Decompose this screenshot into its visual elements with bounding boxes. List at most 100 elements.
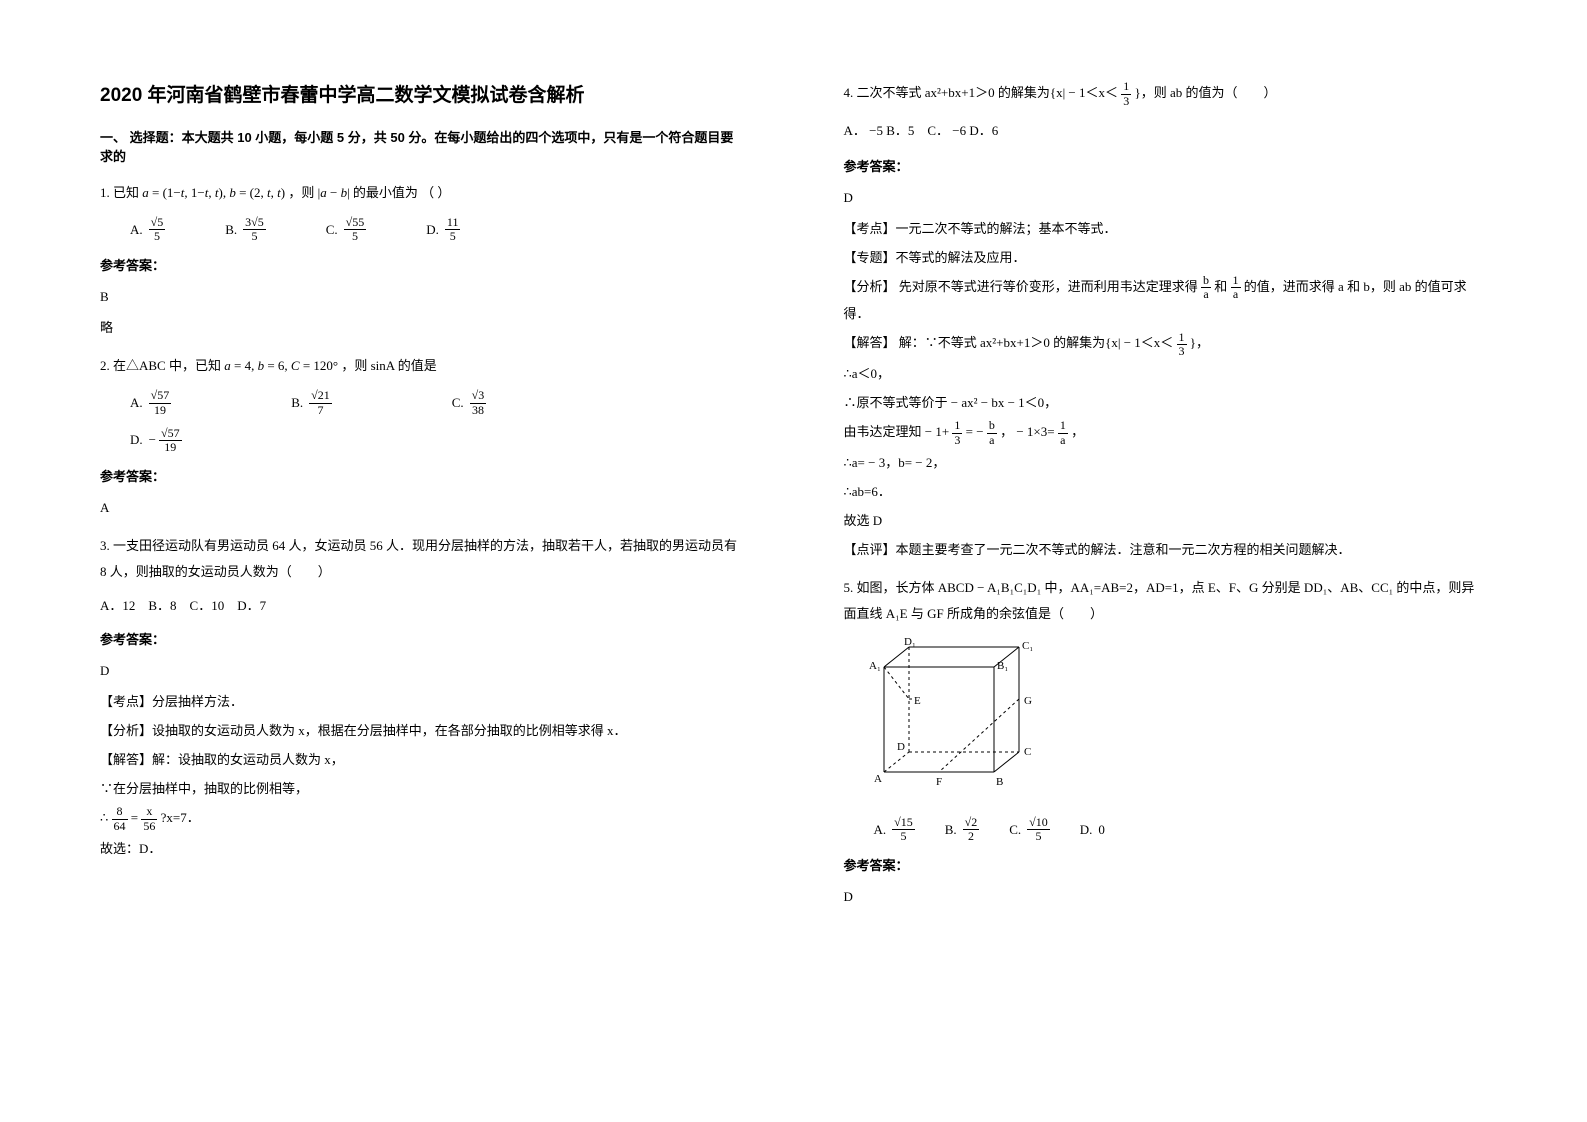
q5-opt-b: B.√22 [945,816,980,843]
q4-s4: 由韦达定理知 − 1+ 13 = − ba ， − 1×3= 1a ， [844,419,1488,447]
q4-analysis: 【分析】 先对原不等式进行等价变形，进而利用韦达定理求得 ba 和 1a 的值，… [844,274,1488,328]
q4-s3: ∴原不等式等价于 − ax² − bx − 1＜0， [844,390,1488,416]
q4-s1-pre: 解：∵不等式 ax²+bx+1＞0 的解集为{x| − 1＜x＜ [899,335,1174,350]
q3-analysis-text: 设抽取的女运动员人数为 x，根据在分层抽样中，在各部分抽取的比例相等求得 x． [152,723,627,738]
q3-eq-post: ?x=7． [161,810,200,825]
q2-d-neg: − [149,427,156,453]
q2-answer-label: 参考答案： [100,464,744,490]
question-2: 2. 在△ABC 中，已知 a = 4, b = 6, C = 120° ，则 … [100,353,744,521]
q4-s5: ∴a= − 3，b= − 2， [844,450,1488,476]
q3-text: 3. 一支田径运动队有男运动员 64 人，女运动员 56 人．现用分层抽样的方法… [100,533,744,585]
q3-point-text: 分层抽样方法． [152,694,243,709]
q2-options-row2: D.−√5719 [130,427,744,454]
q1-opt-b: B.3√55 [225,216,266,243]
q4-s6: ∴ab=6． [844,479,1488,505]
q3-solve-1: 【解答】解：设抽取的女运动员人数为 x， [100,747,744,773]
q3-answer: D [100,658,744,684]
svg-text:B₁: B₁ [997,660,1008,672]
q4-s2: ∴a＜0， [844,361,1488,387]
q3-solve-end: 故选：D． [100,836,744,862]
q4-analysis-label: 【分析】 [844,279,896,294]
q1-pre: 1. 已知 [100,185,139,200]
q5-opt-a: A.√155 [874,816,915,843]
question-4: 4. 二次不等式 ax²+bx+1＞0 的解集为{x| − 1＜x＜ 13 }，… [844,80,1488,563]
q1-opt-c: C.√555 [326,216,367,243]
q4-answer: D [844,185,1488,211]
q2-answer: A [100,495,744,521]
q4-s1: 【解答】 解：∵不等式 ax²+bx+1＞0 的解集为{x| − 1＜x＜ 13… [844,330,1488,358]
q5-d-val: 0 [1098,817,1105,843]
q3-solve-eq: ∴ 864 = x56 ?x=7． [100,805,744,833]
q4-text: 4. 二次不等式 ax²+bx+1＞0 的解集为{x| − 1＜x＜ 13 }，… [844,80,1488,108]
q5-opt-c: C.√105 [1009,816,1050,843]
q4-s4-post: ， [1071,424,1084,439]
q1-brief: 略 [100,315,744,341]
q4-options: A． −5 B．5 C． −6 D．6 [844,118,1488,144]
q4-point-text: 一元二次不等式的解法；基本不等式． [896,221,1117,236]
q2-post: ，则 sinA 的值是 [341,358,436,373]
q3-analysis: 【分析】设抽取的女运动员人数为 x，根据在分层抽样中，在各部分抽取的比例相等求得… [100,718,744,744]
q4-an-mid: 和 [1214,279,1227,294]
svg-text:C₁: C₁ [1022,640,1033,652]
q4-an-pre: 先对原不等式进行等价变形，进而利用韦达定理求得 [899,279,1198,294]
q4-comment-label: 【点评】 [844,542,896,557]
q2-opt-c: C.√338 [452,389,487,416]
q4-s4-mid1: = − [966,424,987,439]
svg-text:B: B [996,776,1003,788]
svg-text:D: D [897,741,905,753]
svg-text:A₁: A₁ [869,660,881,672]
q4-s1-post: }， [1190,335,1209,350]
cuboid-icon: D₁ C₁ A₁ B₁ E G D C A F B [864,637,1044,797]
q2-opt-d: D.−√5719 [130,427,182,454]
q5-answer: D [844,884,1488,910]
q4-point-label: 【考点】 [844,221,896,236]
q5-options: A.√155 B.√22 C.√105 D.0 [874,816,1488,843]
q5-answer-label: 参考答案： [844,853,1488,879]
left-column: 2020 年河南省鹤壁市春蕾中学高二数学文模拟试卷含解析 一、 选择题：本大题共… [0,0,794,1122]
q3-solve-label: 【解答】 [100,752,152,767]
exam-title: 2020 年河南省鹤壁市春蕾中学高二数学文模拟试卷含解析 [100,80,744,107]
right-column: 4. 二次不等式 ax²+bx+1＞0 的解集为{x| − 1＜x＜ 13 }，… [794,0,1587,1122]
q1-answer-label: 参考答案： [100,253,744,279]
svg-text:F: F [936,776,942,788]
q3-eq-mid: = [131,810,138,825]
q4-s4-mid2: ， − 1×3= [1000,424,1055,439]
q3-analysis-label: 【分析】 [100,723,152,738]
q4-topic-label: 【专题】 [844,250,896,265]
svg-text:C: C [1024,746,1031,758]
q2-opt-b: B.√217 [291,389,332,416]
q1-opt-a: A.√55 [130,216,165,243]
q1-post: 的最小值为 （ ） [353,185,451,200]
q4-topic-text: 不等式的解法及应用． [896,250,1026,265]
q1-text: 1. 已知 a = (1−t, 1−t, t), b = (2, t, t) ，… [100,180,744,206]
q3-point-label: 【考点】 [100,694,152,709]
q4-comment-text: 本题主要考查了一元二次不等式的解法．注意和一元二次方程的相关问题解决． [896,542,1351,557]
q4-post: }，则 ab 的值为（ ） [1135,85,1277,100]
q3-solve-2: ∵在分层抽样中，抽取的比例相等， [100,776,744,802]
q2-opt-a: A.√5719 [130,389,171,416]
q2-pre: 2. 在△ABC 中，已知 [100,358,221,373]
q4-solve-label: 【解答】 [844,335,896,350]
q4-s7: 故选 D [844,508,1488,534]
question-1: 1. 已知 a = (1−t, 1−t, t), b = (2, t, t) ，… [100,180,744,341]
svg-text:D₁: D₁ [904,637,916,648]
q3-point: 【考点】分层抽样方法． [100,689,744,715]
q1-answer: B [100,284,744,310]
q5-diagram: D₁ C₁ A₁ B₁ E G D C A F B [864,637,1488,806]
q5-text: 5. 如图，长方体 ABCD − A₁B₁C₁D₁ 中，AA₁=AB=2，AD=… [844,575,1488,627]
q4-pre: 4. 二次不等式 ax²+bx+1＞0 的解集为{x| − 1＜x＜ [844,85,1119,100]
q2-options-row1: A.√5719 B.√217 C.√338 [130,389,744,416]
q3-solve-pre: 解：设抽取的女运动员人数为 x， [152,752,344,767]
svg-text:E: E [914,695,921,707]
q3-eq-pre: ∴ [100,810,108,825]
q3-options: A．12 B．8 C．10 D．7 [100,593,744,619]
svg-text:G: G [1024,695,1032,707]
q4-topic: 【专题】不等式的解法及应用． [844,245,1488,271]
q4-s4-pre: 由韦达定理知 − 1+ [844,424,950,439]
q3-answer-label: 参考答案： [100,627,744,653]
q4-comment: 【点评】本题主要考查了一元二次不等式的解法．注意和一元二次方程的相关问题解决． [844,537,1488,563]
q1-options: A.√55 B.3√55 C.√555 D.115 [130,216,744,243]
svg-text:A: A [874,773,882,785]
q5-opt-d: D.0 [1080,816,1105,843]
question-3: 3. 一支田径运动队有男运动员 64 人，女运动员 56 人．现用分层抽样的方法… [100,533,744,862]
